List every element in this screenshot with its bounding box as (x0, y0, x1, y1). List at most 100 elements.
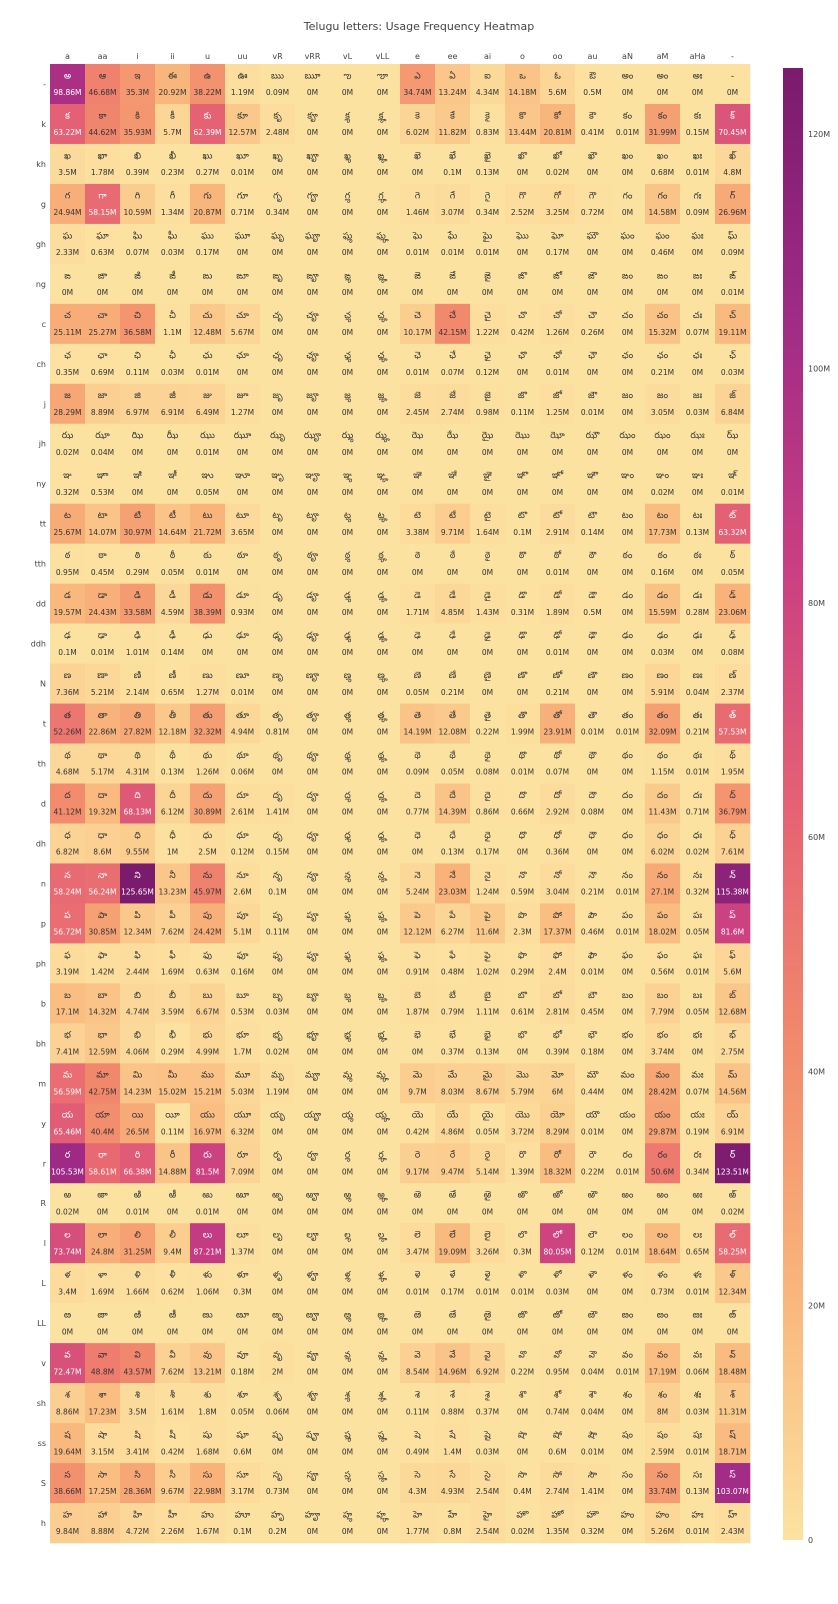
heatmap-cell (330, 263, 366, 305)
cell-glyph: ఫౣ (378, 951, 387, 963)
heatmap-cell (400, 1023, 436, 1064)
heatmap-cell (225, 1063, 261, 1104)
cell-glyph: మం (620, 1071, 635, 1081)
cell-value-label: 0.14M (161, 648, 184, 657)
cell-value-label: 0.03M (721, 368, 744, 377)
heatmap-cell (505, 503, 541, 544)
cell-value-label: 17.25M (89, 1487, 117, 1496)
cell-glyph: ఢె (414, 631, 421, 641)
heatmap-cell (540, 1503, 576, 1544)
cell-glyph: టః (693, 511, 703, 521)
cell-value-label: 1.22M (476, 328, 499, 337)
cell-glyph: తీ (169, 709, 176, 721)
cell-glyph: రౄ (307, 1151, 318, 1162)
cell-glyph: ఛూ (236, 351, 249, 361)
cell-glyph: హః (691, 1510, 703, 1520)
heatmap-cell (85, 343, 121, 385)
heatmap-cell (715, 1223, 751, 1264)
cell-glyph: ఴౣ (377, 1311, 387, 1323)
heatmap-cell (505, 1143, 541, 1184)
cell-glyph: హ్ (728, 1509, 738, 1520)
cell-value-label: 0M (167, 488, 178, 497)
heatmap-cell (435, 863, 471, 904)
cell-value-label: 8.6M (93, 848, 111, 857)
cell-value-label: 0.15M (686, 128, 709, 137)
cell-glyph: టౢ (344, 511, 352, 523)
heatmap-cell (540, 583, 576, 624)
cell-glyph: చౢ (344, 311, 352, 323)
cell-glyph: ళౄ (307, 1271, 319, 1282)
heatmap-cell (330, 703, 366, 744)
heatmap-cell (155, 1303, 191, 1344)
cell-value-label: 0M (132, 488, 143, 497)
heatmap-cell (120, 1143, 156, 1184)
cell-glyph: భో (553, 1029, 563, 1041)
cell-value-label: 4.74M (126, 1008, 149, 1017)
cell-value-label: 6.27M (441, 928, 464, 937)
cell-glyph: ణౄ (306, 671, 319, 682)
cell-glyph: వ్ (729, 1350, 736, 1361)
cell-value-label: 2.75M (721, 1048, 744, 1057)
cell-value-label: 0.1M (513, 528, 531, 537)
cell-value-label: 0M (307, 1167, 318, 1176)
cell-glyph: దౌ (589, 791, 598, 801)
cell-value-label: 14.23M (124, 1088, 152, 1097)
heatmap-cell (260, 303, 296, 345)
heatmap-cell (575, 463, 611, 505)
heatmap-cell (470, 663, 506, 704)
cell-value-label: 0M (342, 408, 353, 417)
cell-value-label: 0M (237, 288, 248, 297)
cell-value-label: 0M (237, 1207, 248, 1216)
cell-glyph: దూ (236, 791, 248, 801)
cell-glyph: కౄ (307, 111, 318, 122)
cell-glyph: పౣ (378, 911, 387, 923)
heatmap-cell (330, 383, 366, 425)
x-tick-label: aa (98, 52, 108, 61)
cell-glyph: షే (448, 1429, 456, 1440)
cell-glyph: ఴీ (169, 1310, 176, 1321)
cell-glyph: గ్ (730, 190, 736, 201)
cell-glyph: వె (414, 1351, 421, 1361)
cell-value-label: 58.61M (89, 1167, 117, 1176)
y-tick-label: kh (36, 160, 46, 169)
heatmap-cell (680, 183, 716, 225)
cell-glyph: ఱ్ (729, 1190, 737, 1201)
cell-glyph: రూ (237, 1151, 248, 1161)
cell-value-label: 0.01M (581, 1127, 604, 1136)
cell-glyph: బౣ (378, 991, 388, 1003)
cell-value-label: 0.05M (721, 568, 744, 577)
cell-value-label: 0M (587, 168, 598, 177)
heatmap-cell (715, 1423, 751, 1464)
cell-value-label: 103.07M (716, 1487, 749, 1496)
cell-glyph: షో (553, 1430, 563, 1440)
cell-value-label: 14.96M (439, 1367, 467, 1376)
heatmap-cell (575, 1503, 611, 1544)
cell-value-label: 0M (342, 648, 353, 657)
heatmap-cell (190, 463, 226, 505)
cell-value-label: 3.41M (126, 1447, 149, 1456)
cell-value-label: 56.24M (89, 888, 117, 897)
heatmap-cell (365, 543, 401, 584)
heatmap-cell (435, 1423, 471, 1464)
cell-glyph: పౢ (344, 911, 351, 923)
cell-glyph: మౣ (376, 1071, 389, 1083)
heatmap-cell (85, 863, 121, 904)
y-tick-label: dd (36, 600, 46, 609)
heatmap-cell (50, 1263, 86, 1304)
cell-glyph: ఞౢ (343, 471, 353, 483)
heatmap-cell (330, 463, 366, 505)
cell-glyph: ఘీ (168, 230, 178, 241)
heatmap-cell (470, 503, 506, 544)
heatmap-cell (575, 583, 611, 624)
cell-glyph: ఖం (657, 151, 669, 161)
heatmap-cell (575, 1103, 611, 1144)
cell-value-label: 19.64M (54, 1447, 82, 1456)
cell-glyph: ఫూ (237, 951, 249, 961)
cell-value-label: 0M (307, 1207, 318, 1216)
heatmap-cell (645, 743, 681, 784)
cell-value-label: 0.09M (406, 768, 429, 777)
cell-glyph: యః (690, 1111, 705, 1121)
heatmap-cell (575, 343, 611, 385)
heatmap-cell (330, 503, 366, 544)
cell-value-label: 0M (307, 1487, 318, 1496)
